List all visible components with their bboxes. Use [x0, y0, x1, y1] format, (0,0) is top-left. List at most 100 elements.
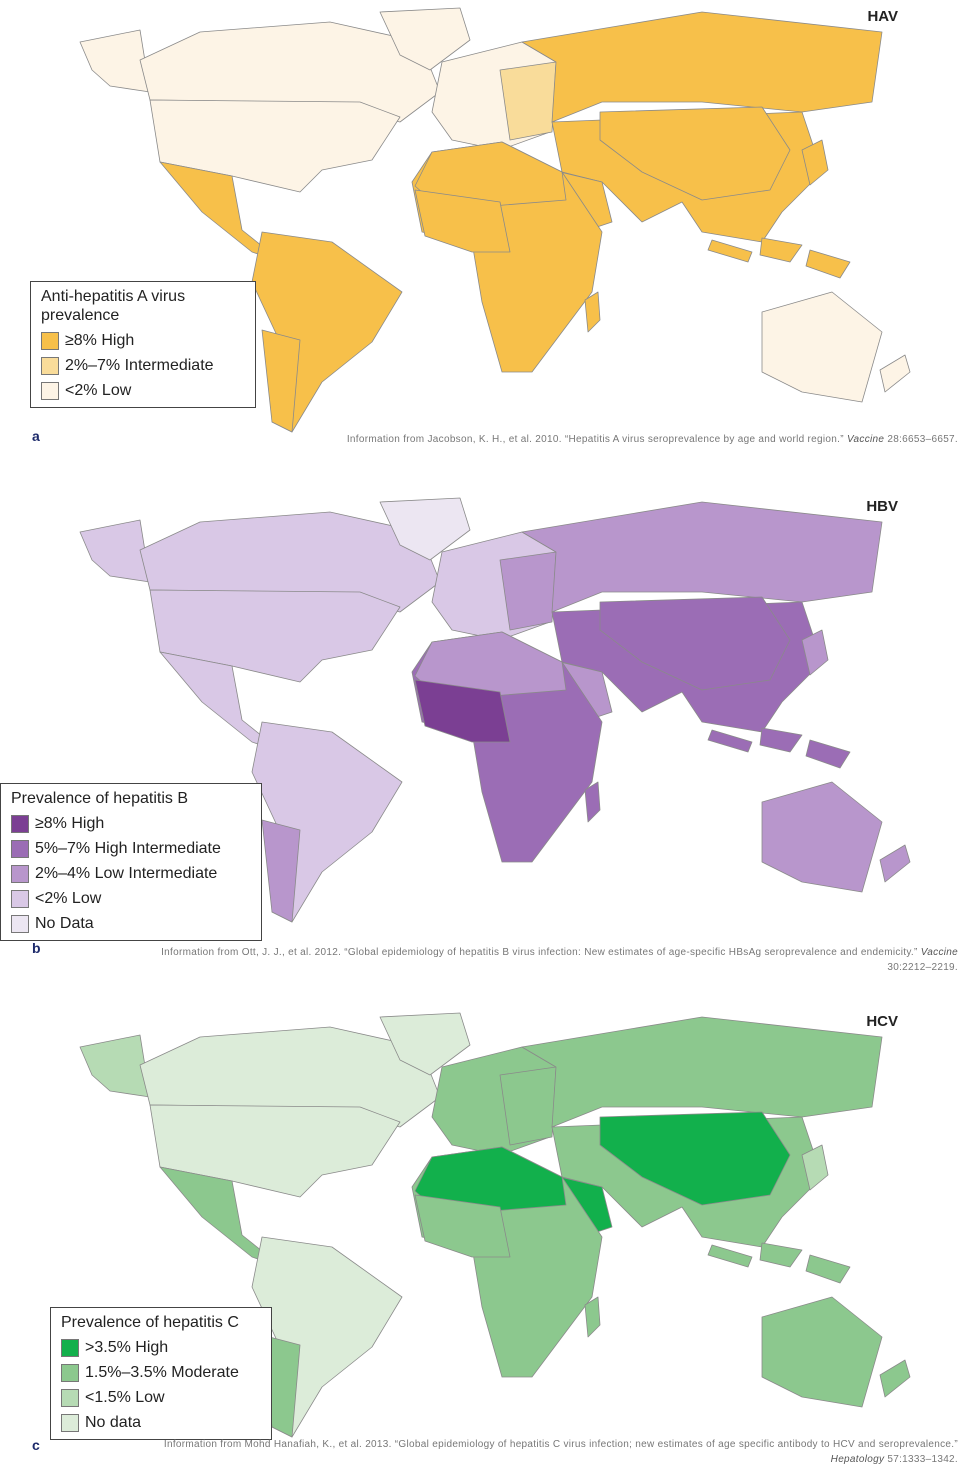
country-region: [707, 1244, 753, 1268]
country-region: [599, 106, 791, 201]
country-region: [759, 1242, 803, 1268]
country-region: [759, 727, 803, 753]
legend-swatch: [41, 356, 59, 375]
legend-item: No Data: [11, 911, 251, 936]
map-panel: HAV Anti-hepatitis A virus prevalence ≥8% …: [0, 0, 960, 460]
legend-item: 1.5%–3.5% Moderate: [61, 1360, 261, 1385]
legend-swatch: [61, 1338, 79, 1357]
legend-swatch: [11, 889, 29, 908]
legend-item: <2% Low: [11, 886, 251, 911]
country-region: [521, 501, 883, 613]
panel-title: HBV: [866, 498, 898, 515]
panel-letter: b: [32, 940, 41, 956]
map-panel: HCV Prevalence of hepatitis C >3.5% High 1.…: [0, 1005, 960, 1479]
country-region: [761, 291, 883, 403]
legend-swatch: [41, 381, 59, 400]
legend-swatch: [61, 1363, 79, 1382]
country-region: [584, 1296, 601, 1338]
country-region: [584, 291, 601, 333]
legend-item: No data: [61, 1410, 261, 1435]
source-text: Information from Jacobson, K. H., et al.…: [346, 434, 844, 445]
legend-swatch: [61, 1413, 79, 1432]
legend-item: ≥8% High: [41, 328, 245, 353]
legend-swatch: [61, 1388, 79, 1407]
country-region: [521, 1016, 883, 1128]
country-region: [79, 1034, 151, 1098]
legend-label: 2%–4% Low Intermediate: [35, 864, 218, 882]
legend-label: ≥8% High: [65, 331, 135, 349]
country-region: [414, 1194, 511, 1258]
legend: Prevalence of hepatitis B ≥8% High 5%–7% H…: [0, 783, 262, 941]
legend-item: ≥8% High: [11, 811, 251, 836]
panel-title: HAV: [867, 8, 898, 25]
legend-label: ≥8% High: [35, 814, 105, 832]
country-region: [414, 1146, 567, 1216]
legend-swatch: [11, 814, 29, 833]
country-region: [707, 729, 753, 753]
legend: Prevalence of hepatitis C >3.5% High 1.5%–…: [50, 1307, 272, 1440]
legend: Anti-hepatitis A virus prevalence ≥8% Hig…: [30, 281, 256, 408]
country-region: [805, 249, 851, 279]
country-region: [599, 1111, 791, 1206]
legend-item: <1.5% Low: [61, 1385, 261, 1410]
country-region: [79, 29, 151, 93]
legend-label: <1.5% Low: [85, 1388, 165, 1406]
legend-swatch: [11, 914, 29, 933]
legend-label: 1.5%–3.5% Moderate: [85, 1363, 239, 1381]
source-note: Information from Ott, J. J., et al. 2012…: [118, 945, 958, 975]
source-citation: 28:6653–6657.: [887, 434, 958, 445]
source-journal: Vaccine: [920, 947, 958, 958]
legend-swatch: [41, 331, 59, 350]
country-region: [801, 1144, 829, 1191]
country-region: [805, 739, 851, 769]
legend-label: <2% Low: [35, 889, 102, 907]
country-region: [801, 629, 829, 676]
legend-label: >3.5% High: [85, 1338, 169, 1356]
country-region: [499, 1066, 557, 1146]
legend-item: 2%–7% Intermediate: [41, 353, 245, 378]
legend-label: <2% Low: [65, 381, 132, 399]
legend-label: 5%–7% High Intermediate: [35, 839, 221, 857]
source-note: Information from Jacobson, K. H., et al.…: [118, 432, 958, 447]
world-map: [79, 497, 911, 923]
legend-title: Prevalence of hepatitis C: [61, 1314, 239, 1331]
legend-item: <2% Low: [41, 378, 245, 403]
panel-letter: c: [32, 1437, 40, 1453]
country-region: [261, 329, 301, 433]
country-region: [499, 551, 557, 631]
country-region: [761, 1296, 883, 1408]
panel-letter: a: [32, 428, 40, 444]
country-region: [499, 61, 557, 141]
source-journal: Vaccine: [846, 434, 885, 445]
country-region: [79, 519, 151, 583]
country-region: [761, 781, 883, 893]
source-text: Information from Ott, J. J., et al. 2012…: [161, 947, 918, 958]
legend-item: >3.5% High: [61, 1335, 261, 1360]
panel-title: HCV: [866, 1013, 898, 1030]
legend-label: No data: [85, 1413, 142, 1431]
country-region: [521, 11, 883, 123]
country-region: [414, 141, 567, 211]
source-citation: 57:1333–1342.: [887, 1454, 958, 1465]
country-region: [414, 679, 511, 743]
country-region: [599, 596, 791, 691]
legend-item: 2%–4% Low Intermediate: [11, 861, 251, 886]
country-region: [879, 354, 911, 393]
legend-title: Anti-hepatitis A virus prevalence: [41, 288, 186, 324]
country-region: [707, 239, 753, 263]
country-region: [379, 1012, 471, 1076]
legend-label: 2%–7% Intermediate: [65, 356, 214, 374]
map-panel: HBV Prevalence of hepatitis B ≥8% High 5%–7…: [0, 490, 960, 980]
source-note: Information from Mohd Hanafiah, K., et a…: [118, 1437, 958, 1467]
legend-item: 5%–7% High Intermediate: [11, 836, 251, 861]
source-citation: 30:2212–2219.: [887, 962, 958, 973]
legend-swatch: [11, 839, 29, 858]
source-text: Information from Mohd Hanafiah, K., et a…: [163, 1439, 958, 1450]
country-region: [261, 819, 301, 923]
country-region: [584, 781, 601, 823]
country-region: [414, 631, 567, 701]
world-map: [79, 7, 911, 433]
country-region: [879, 844, 911, 883]
country-region: [414, 189, 511, 253]
